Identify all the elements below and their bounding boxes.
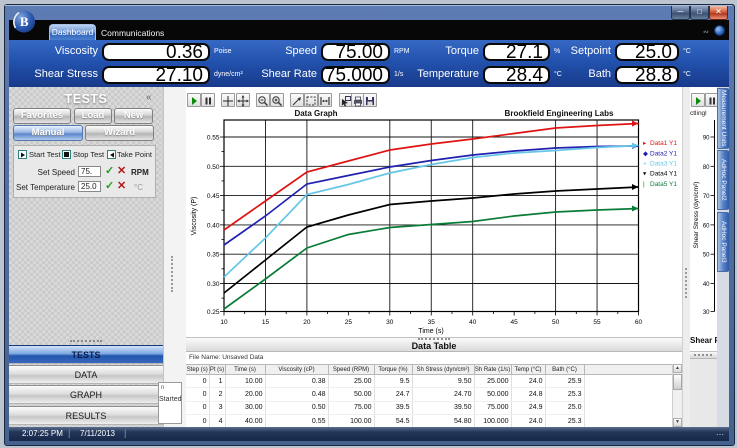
svg-text:▸: ▸ — [643, 140, 647, 147]
svg-text:+: + — [643, 161, 647, 168]
svg-text:0.40: 0.40 — [207, 222, 220, 229]
svg-text:Data3 Y1: Data3 Y1 — [650, 161, 677, 168]
svg-text:45: 45 — [511, 319, 519, 326]
svg-text:Shear Stress (dyn/cm²): Shear Stress (dyn/cm²) — [693, 182, 700, 249]
svg-text:Data2 Y1: Data2 Y1 — [650, 151, 677, 158]
svg-text:50: 50 — [703, 253, 710, 259]
svg-text:60: 60 — [703, 223, 710, 229]
svg-text:30: 30 — [386, 319, 394, 326]
svg-text:55: 55 — [593, 319, 601, 326]
svg-text:0.30: 0.30 — [207, 281, 220, 288]
svg-text:◆: ◆ — [643, 151, 649, 158]
svg-text:0.50: 0.50 — [207, 164, 220, 171]
svg-text:35: 35 — [428, 319, 436, 326]
svg-text:80: 80 — [703, 165, 710, 171]
svg-text:Data Graph: Data Graph — [294, 109, 337, 118]
svg-text:Data1 Y1: Data1 Y1 — [650, 140, 677, 147]
svg-text:0.45: 0.45 — [207, 193, 220, 200]
svg-text:Time (s): Time (s) — [418, 328, 443, 335]
svg-text:▾: ▾ — [643, 171, 647, 178]
svg-text:25: 25 — [345, 319, 353, 326]
svg-text:0.25: 0.25 — [207, 309, 220, 316]
svg-text:90: 90 — [703, 136, 710, 142]
svg-text:10: 10 — [220, 319, 228, 326]
svg-text:20: 20 — [303, 319, 311, 326]
svg-text:Brookfield Engineering Labs: Brookfield Engineering Labs — [505, 109, 614, 118]
svg-text:30: 30 — [703, 310, 710, 316]
svg-text:Viscosity (P): Viscosity (P) — [191, 197, 198, 236]
svg-text:50: 50 — [552, 319, 560, 326]
svg-text:70: 70 — [703, 194, 710, 200]
svg-text:Data5 Y1: Data5 Y1 — [650, 181, 677, 188]
svg-text:15: 15 — [262, 319, 270, 326]
svg-text:60: 60 — [635, 319, 643, 326]
svg-text:|: | — [643, 181, 645, 188]
svg-text:0.55: 0.55 — [207, 135, 220, 142]
svg-text:40: 40 — [469, 319, 477, 326]
svg-text:40: 40 — [703, 282, 710, 288]
svg-text:Data4 Y1: Data4 Y1 — [650, 171, 677, 178]
svg-text:B: B — [20, 14, 29, 29]
svg-text:0.35: 0.35 — [207, 252, 220, 259]
